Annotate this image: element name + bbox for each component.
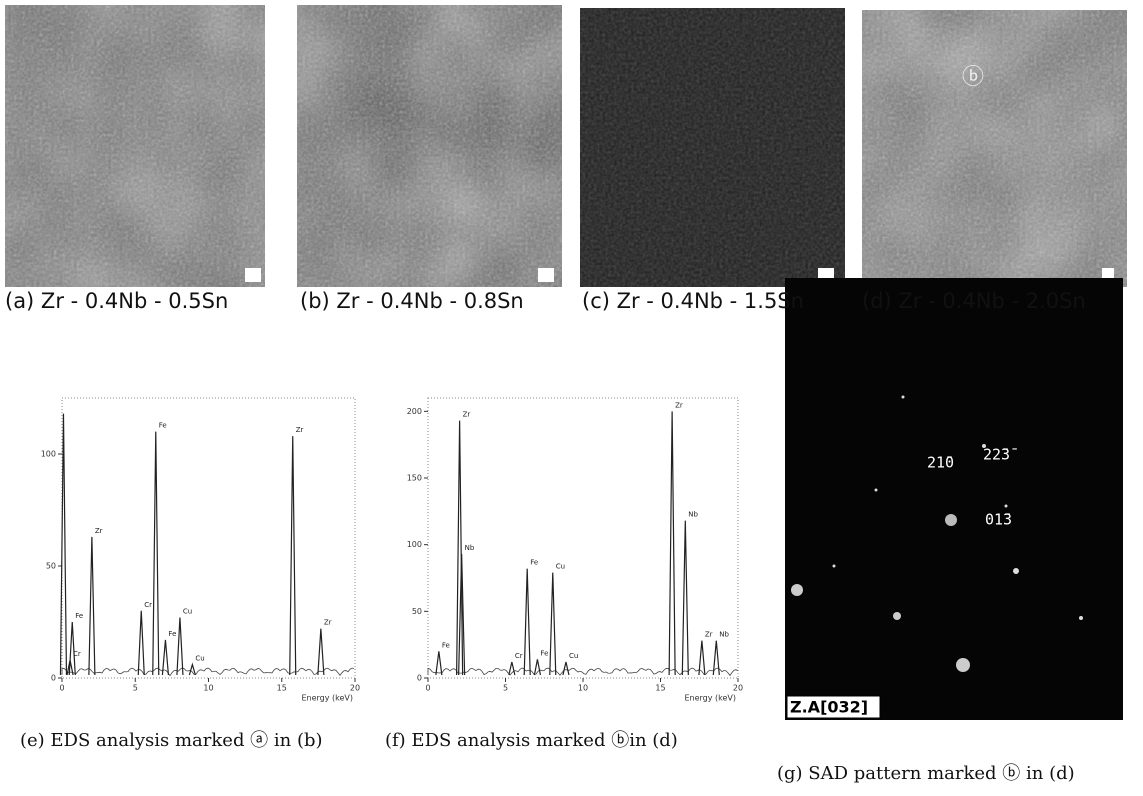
micrograph-a — [5, 5, 265, 287]
peak-label: Cu — [183, 608, 192, 616]
panel-caption: (b) Zr - 0.4Nb - 0.8Sn — [300, 289, 524, 313]
spectrum-peak — [59, 413, 68, 676]
x-tick-label: 10 — [203, 684, 213, 693]
x-tick-label: 5 — [133, 684, 138, 693]
spectrum-peak — [508, 661, 516, 676]
y-tick-label: 50 — [412, 607, 422, 616]
y-tick-label: 200 — [407, 407, 422, 416]
spectrum-peak — [523, 568, 531, 676]
y-tick-label: 150 — [407, 474, 422, 483]
x-tick-label: 20 — [350, 684, 360, 693]
peak-label: Zr — [675, 401, 683, 409]
panel-caption: (g) SAD pattern marked ⓑ in (d) — [777, 763, 1075, 784]
spectrum-peak — [435, 651, 443, 676]
peak-label: Fe — [75, 612, 83, 620]
peak-label: Cu — [195, 655, 204, 663]
x-tick-label: 15 — [655, 684, 665, 693]
y-tick-label: 0 — [51, 674, 56, 683]
peak-label: Cr — [515, 652, 523, 660]
x-axis-label: Energy (keV) — [684, 694, 736, 703]
zone-axis: Z.A[032] — [790, 698, 868, 717]
peak-label: Cu — [569, 652, 578, 660]
peak-label: Zr — [463, 411, 471, 419]
x-tick-label: 0 — [59, 684, 64, 693]
spectrum-noise — [427, 667, 739, 677]
panel-caption: (a) Zr - 0.4Nb - 0.5Sn — [5, 289, 228, 313]
peak-label: Zr — [296, 426, 304, 434]
peak-label: Cr — [144, 601, 152, 609]
peak-label: Zr — [95, 527, 103, 535]
spectrum-peak — [668, 411, 676, 676]
x-tick-label: 5 — [503, 684, 508, 693]
spectrum-peak — [712, 640, 720, 676]
x-axis-label: Energy (keV) — [301, 694, 353, 703]
plot-frame — [427, 397, 739, 679]
spectrum-peak — [698, 640, 706, 676]
panel-caption: (f) EDS analysis marked ⓑin (d) — [385, 730, 678, 751]
peak-label: Fe — [530, 559, 538, 567]
sad-pattern — [785, 278, 1123, 720]
x-tick-label: 10 — [578, 684, 588, 693]
spectrum-peak — [161, 639, 170, 676]
peak-label: Cr — [73, 650, 81, 658]
peak-label: Nb — [719, 631, 729, 639]
x-tick-label: 0 — [425, 684, 430, 693]
spectrum-peak — [533, 659, 542, 676]
panel-caption: (c) Zr - 0.4Nb - 1.5Sn — [582, 289, 804, 313]
spectrum-peak — [188, 662, 196, 676]
spectrum-peak — [137, 610, 145, 676]
micrograph-c — [580, 8, 845, 287]
spectrum-noise — [61, 667, 355, 677]
peak-label: Fe — [159, 422, 167, 430]
peak-label: Fe — [442, 641, 450, 649]
panel-caption: (e) EDS analysis marked ⓐ in (b) — [20, 730, 323, 751]
spectrum-peak — [176, 617, 184, 676]
spectrum-peak — [289, 436, 297, 676]
spectrum-peak — [317, 628, 325, 676]
y-tick-label: 50 — [46, 562, 56, 571]
micrograph-d — [862, 10, 1127, 287]
spectrum-peak — [562, 661, 570, 676]
spot-index: 01̄3 — [985, 511, 1012, 529]
spectrum-peak — [68, 621, 76, 676]
peak-label: Nb — [688, 511, 698, 519]
y-tick-label: 100 — [407, 540, 422, 549]
peak-label: Fe — [540, 649, 548, 657]
peak-label: Cu — [556, 563, 565, 571]
spectrum-peak — [458, 553, 466, 676]
panel-caption: (d) Zr - 0.4Nb - 2.0Sn — [862, 289, 1086, 313]
spectrum-peak — [66, 659, 74, 676]
x-tick-label: 20 — [733, 684, 743, 693]
spectrum-peak — [456, 420, 464, 676]
spot-index: 22̄3̄ — [983, 446, 1017, 464]
panel-marker: ⓑ — [962, 65, 984, 90]
peak-label: Nb — [465, 544, 475, 552]
peak-label: Zr — [324, 619, 332, 627]
x-tick-label: 15 — [277, 684, 287, 693]
peak-label: Zr — [705, 631, 713, 639]
plot-frame — [61, 397, 356, 679]
y-tick-label: 100 — [41, 450, 56, 459]
micrograph-b — [297, 5, 562, 287]
y-tick-label: 0 — [417, 674, 422, 683]
spectrum-peak — [88, 536, 96, 676]
spectrum-peak — [681, 520, 689, 676]
spot-index: 21̄0 — [927, 454, 954, 472]
spectrum-peak — [152, 431, 160, 676]
spectrum-peak — [549, 572, 557, 676]
peak-label: Fe — [168, 630, 176, 638]
